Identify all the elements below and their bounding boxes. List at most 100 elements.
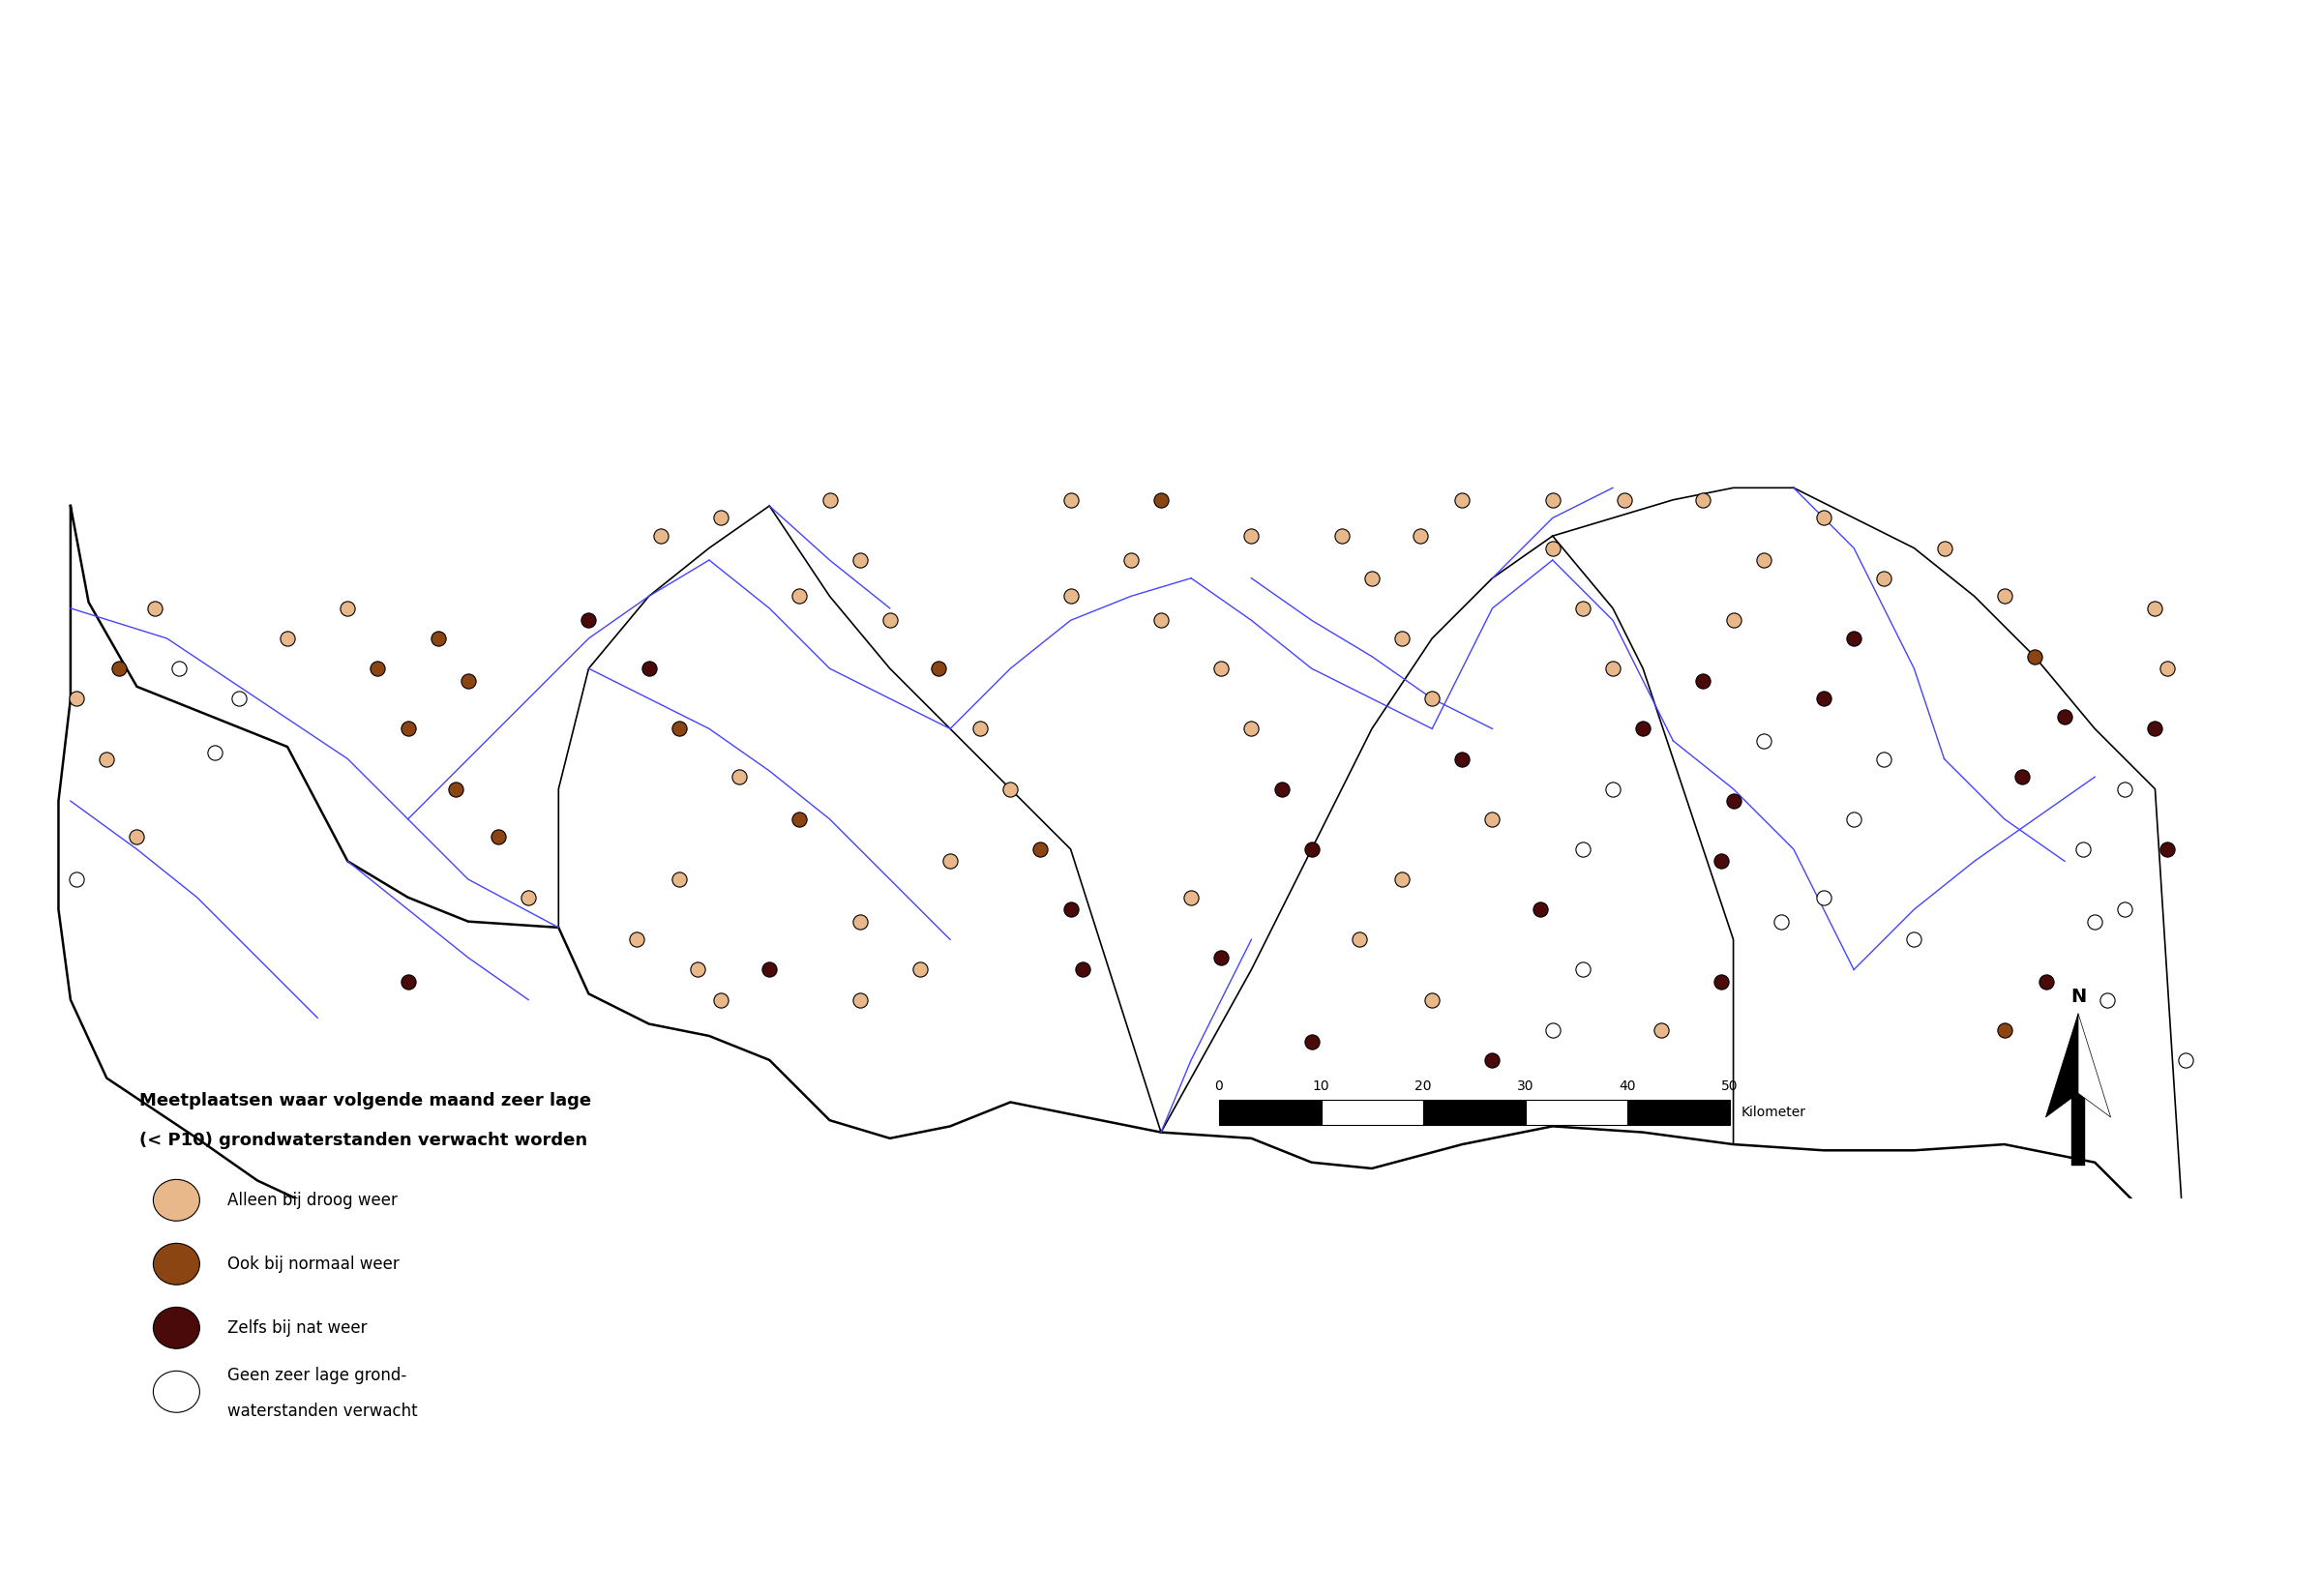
Point <box>1293 836 1331 862</box>
Point <box>961 717 998 742</box>
Point <box>1444 487 1481 512</box>
Point <box>1535 487 1572 512</box>
Point <box>390 717 427 742</box>
Point <box>1474 1047 1512 1073</box>
Point <box>841 986 878 1012</box>
Point <box>88 745 125 771</box>
Point <box>1203 656 1240 681</box>
Point <box>1744 728 1781 753</box>
Point <box>1535 1017 1572 1042</box>
Point <box>1233 523 1270 549</box>
Point <box>871 608 908 634</box>
Text: 30: 30 <box>1516 1080 1535 1093</box>
Point <box>1865 745 1902 771</box>
Point <box>1414 686 1451 712</box>
Text: Geen zeer lage grond-: Geen zeer lage grond- <box>228 1368 406 1384</box>
Point <box>1744 547 1781 573</box>
Point <box>678 958 715 983</box>
Point <box>920 656 957 681</box>
Point <box>1384 626 1421 651</box>
Point <box>1063 958 1101 983</box>
Point <box>1565 595 1602 621</box>
Point <box>1203 945 1240 970</box>
Point <box>1384 867 1421 892</box>
Point <box>269 626 307 651</box>
Point <box>100 656 137 681</box>
Point <box>1714 788 1751 814</box>
Point <box>1022 836 1059 862</box>
Point <box>2015 643 2053 669</box>
Point <box>58 686 95 712</box>
Point <box>1173 884 1210 910</box>
Point <box>1686 667 1723 693</box>
Text: 10: 10 <box>1312 1080 1331 1093</box>
Point <box>1625 717 1663 742</box>
Text: Zelfs bij nat weer: Zelfs bij nat weer <box>228 1320 367 1336</box>
Point <box>2076 908 2113 934</box>
Point <box>2166 1047 2204 1073</box>
Point <box>2046 704 2083 729</box>
Point <box>931 849 968 875</box>
Point <box>1142 487 1180 512</box>
Point <box>420 626 457 651</box>
Point <box>991 776 1029 801</box>
Point <box>1865 565 1902 591</box>
Point <box>450 667 488 693</box>
Point <box>659 867 697 892</box>
Point <box>390 969 427 994</box>
Point <box>2106 897 2143 922</box>
Point <box>1804 506 1841 531</box>
Point <box>810 487 848 512</box>
Text: 50: 50 <box>1721 1080 1739 1093</box>
Point <box>2027 969 2064 994</box>
Point <box>901 958 938 983</box>
Point <box>629 656 666 681</box>
Point <box>1714 608 1751 634</box>
Point <box>1112 547 1149 573</box>
Point <box>1263 776 1300 801</box>
Point <box>1834 626 1872 651</box>
Point <box>330 595 367 621</box>
Point <box>841 547 878 573</box>
Text: N: N <box>2071 986 2085 1005</box>
Point <box>1804 686 1841 712</box>
Point <box>1052 584 1089 610</box>
Text: 40: 40 <box>1618 1080 1637 1093</box>
Point <box>1342 927 1379 953</box>
Point <box>2106 776 2143 801</box>
Point <box>197 741 235 766</box>
Point <box>160 656 197 681</box>
Point <box>1925 535 1962 560</box>
Point <box>1565 958 1602 983</box>
Point <box>1607 487 1644 512</box>
Text: (< P10) grondwaterstanden verwacht worden: (< P10) grondwaterstanden verwacht worde… <box>139 1132 587 1149</box>
Text: Ook bij normaal weer: Ook bij normaal weer <box>228 1256 399 1272</box>
Point <box>360 656 397 681</box>
Point <box>780 584 817 610</box>
Point <box>1052 897 1089 922</box>
Point <box>1804 884 1841 910</box>
Point <box>481 825 518 851</box>
Point <box>643 523 680 549</box>
Point <box>1535 535 1572 560</box>
Point <box>1834 806 1872 832</box>
Point <box>1595 776 1632 801</box>
Point <box>58 867 95 892</box>
Point <box>720 764 757 790</box>
Point <box>1474 806 1512 832</box>
Text: Meetplaatsen waar volgende maand zeer lage: Meetplaatsen waar volgende maand zeer la… <box>139 1092 592 1109</box>
Point <box>1985 584 2022 610</box>
Point <box>1702 969 1739 994</box>
Point <box>1142 608 1180 634</box>
Point <box>704 986 741 1012</box>
Point <box>1414 986 1451 1012</box>
Point <box>2064 836 2101 862</box>
Point <box>2148 836 2185 862</box>
Point <box>750 958 787 983</box>
Point <box>1402 523 1440 549</box>
Point <box>1444 745 1481 771</box>
Point <box>1985 1017 2022 1042</box>
Point <box>1324 523 1361 549</box>
Point <box>1565 836 1602 862</box>
Text: waterstanden verwacht: waterstanden verwacht <box>228 1403 418 1419</box>
